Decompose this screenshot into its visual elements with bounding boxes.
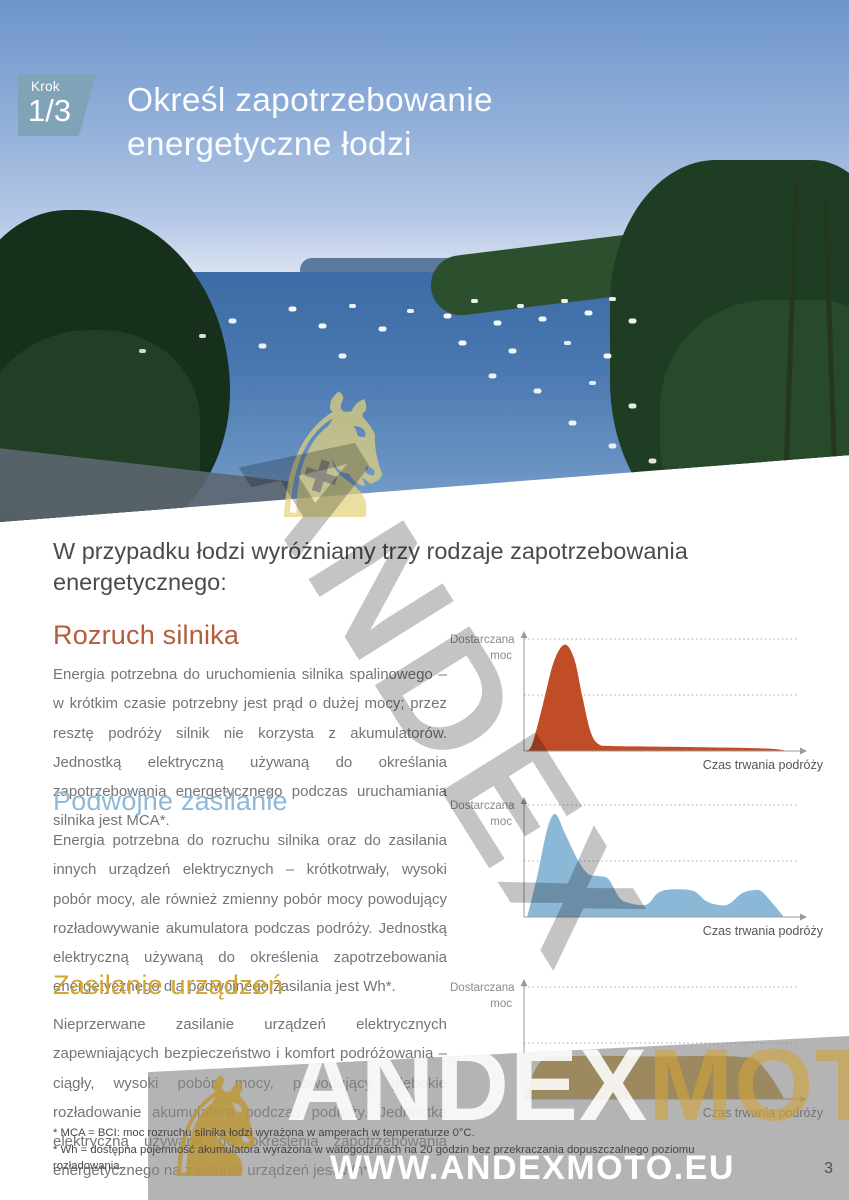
section-podwojne-zasilanie: Podwójne zasilanie Energia potrzebna do … [53,786,447,1002]
page-title-line1: Określ zapotrzebowanie [127,82,493,119]
section-rozruch-silnika: Rozruch silnika Energia potrzebna do uru… [53,620,447,836]
wordmark-moto: MOTO [648,1036,849,1142]
footer-website-url: WWW.ANDEXMOTO.EU [330,1149,735,1187]
chart-podwojne-zasilanie: Dostarczana moc Czas trwania podróży [450,797,849,949]
footnote-mca: * MCA = BCI: moc rozruchu silnika łodzi … [53,1127,475,1139]
chart-y-axis-label: Dostarczana moc [450,800,515,828]
page-title-line2: energetyczne łodzi [127,126,412,164]
step-value: 1/3 [28,93,72,128]
chart-x-axis-label: Czas trwania podróży [702,924,823,938]
footnote-wh: * Wh = dostępna pojemność akumulatora wy… [53,1143,695,1172]
chart-y-axis-label: Dostarczana moc [450,982,515,1010]
step-badge: Krok 1/3 [18,74,96,136]
section-heading: Zasilanie urządzeń [53,970,284,1000]
chart-canvas [520,797,807,921]
chart-canvas [520,631,807,755]
step-label: Krok [31,79,60,94]
intro-text: W przypadku łodzi wyróżniamy trzy rodzaj… [53,538,688,596]
section-body: Energia potrzebna do rozruchu silnika or… [53,832,447,996]
chart-rozruch-silnika: Dostarczana moc Czas trwania podróży [450,631,849,783]
section-heading: Podwójne zasilanie [53,786,288,816]
page-number: 3 [824,1160,833,1177]
page-title: Określ zapotrzebowanie energetyczne łodz… [127,79,493,167]
photo-trees-right-lower [660,300,849,522]
section-body: Energia potrzebna do uruchomienia silnik… [53,666,447,830]
chart-x-axis-label: Czas trwania podróży [702,758,823,772]
section-heading: Rozruch silnika [53,620,240,650]
chart-y-axis-label: Dostarczana moc [450,634,515,662]
footnotes: * MCA = BCI: moc rozruchu silnika łodzi … [53,1126,743,1175]
